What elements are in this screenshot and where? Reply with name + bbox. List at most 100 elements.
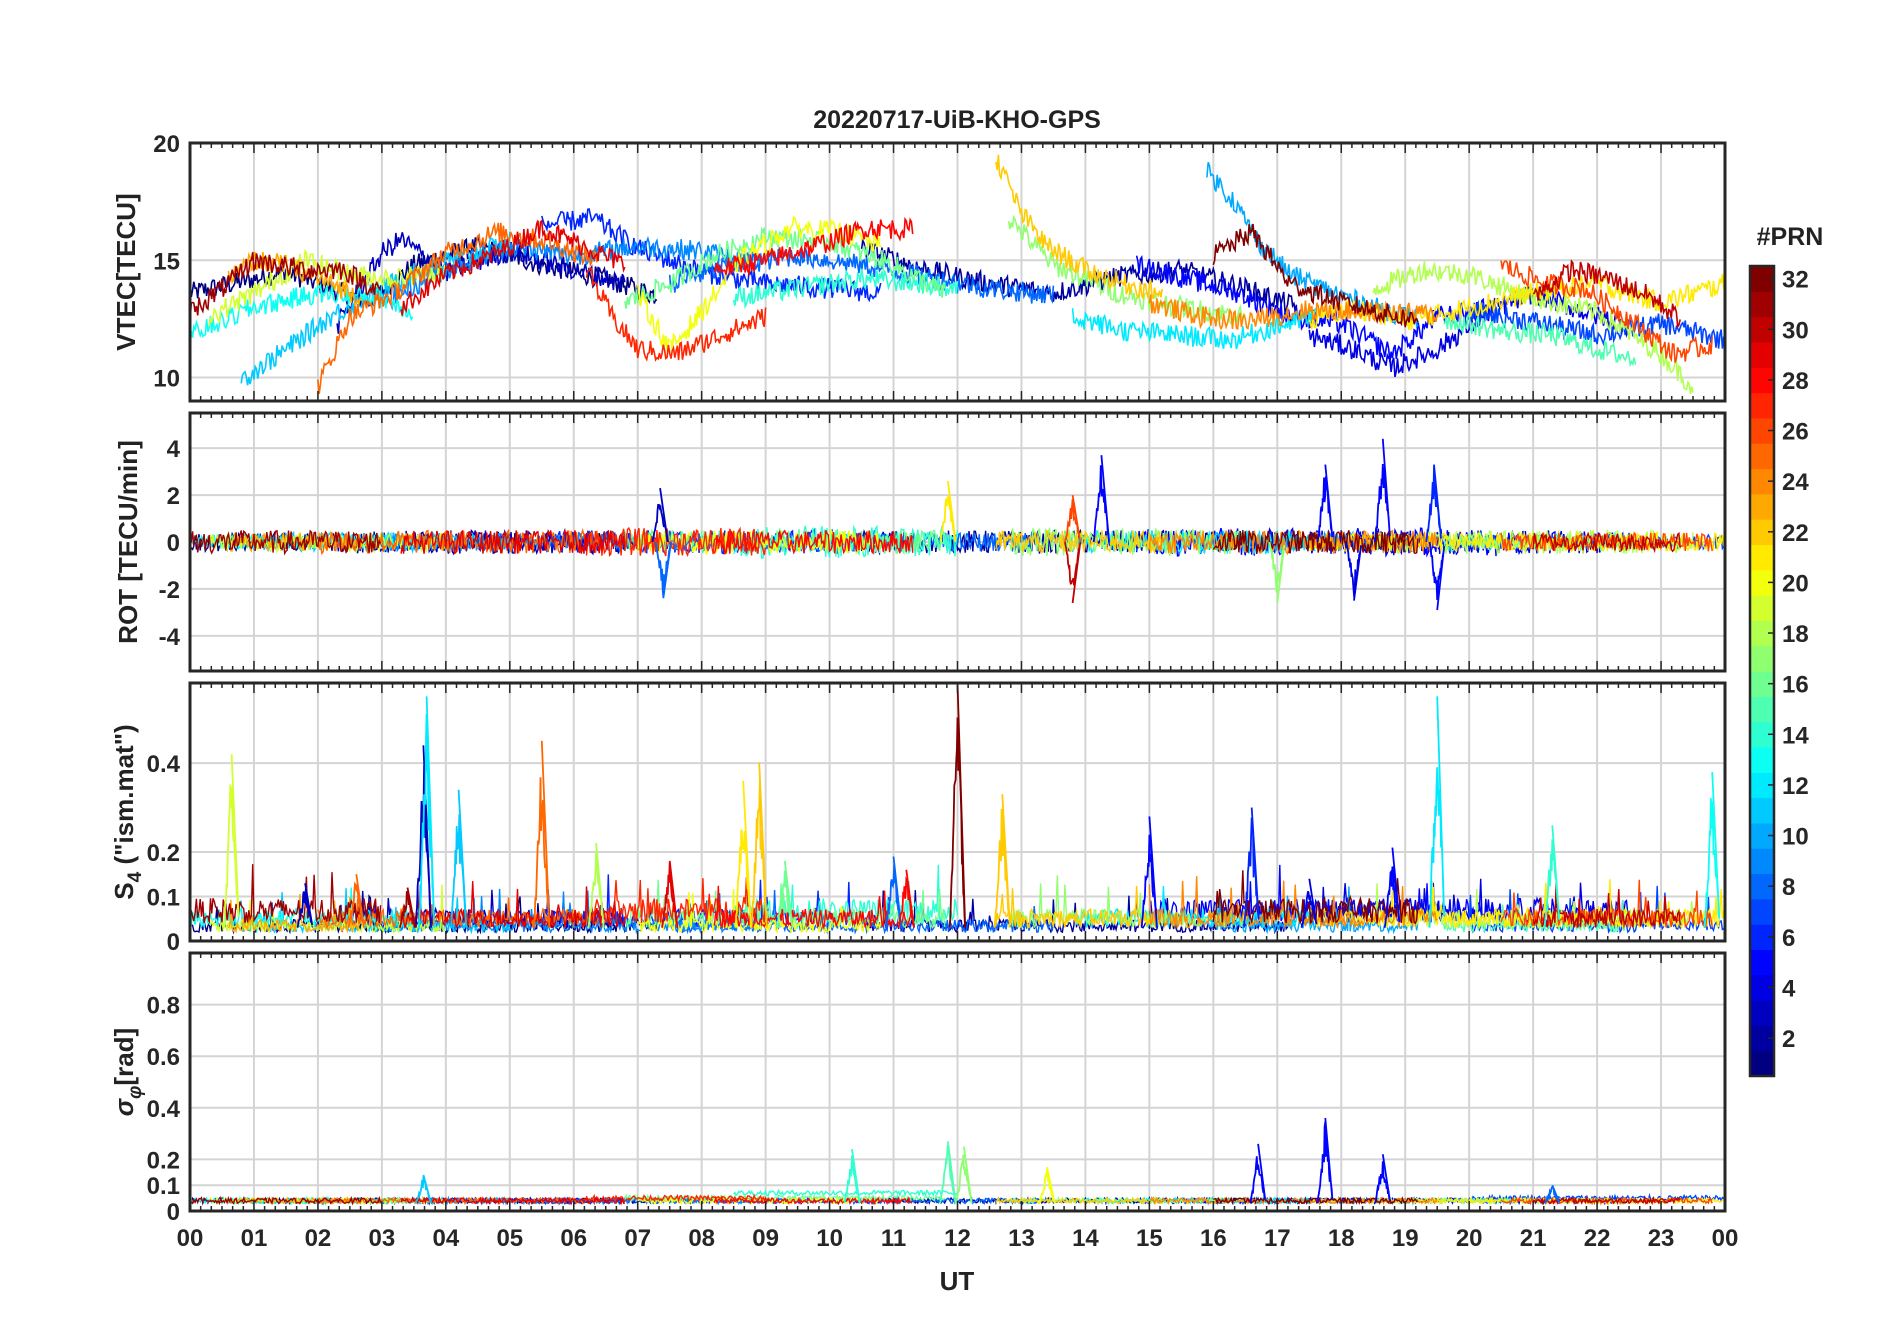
rot-spike	[1316, 464, 1334, 543]
colorbar-label: #PRN	[1757, 223, 1824, 251]
x-tick-label: 15	[1136, 1225, 1163, 1252]
colorbar-tick-label: 4	[1782, 975, 1796, 1002]
vtec-series-prn-7	[1468, 299, 1725, 349]
s4-series-prn-16	[624, 879, 946, 930]
y-tick-label: 0	[167, 530, 180, 557]
colorbar-segment	[1750, 341, 1774, 368]
colorbar-segment	[1750, 746, 1774, 773]
vtec-series-prn-15	[1443, 312, 1637, 368]
panel-vtec: 10 15 20 VTEC[TECU]	[111, 131, 1727, 403]
x-tick-label: 20	[1456, 1225, 1483, 1252]
y-tick-label: 15	[153, 248, 180, 275]
sigma-series-prn-22	[995, 1196, 1163, 1206]
y-tick-label: 0.6	[147, 1044, 180, 1071]
sigma-spike	[1038, 1166, 1056, 1204]
panel-rot-ticks	[189, 413, 1726, 671]
panel-rot-ytick-labels: -4 -2 0 2 4	[159, 436, 181, 651]
colorbar-tick-label: 22	[1782, 520, 1809, 547]
vtec-series-prn-19	[208, 248, 446, 327]
s4-spike	[347, 874, 365, 928]
vtec-series-prn-18	[1372, 261, 1694, 395]
x-tick-label: 05	[496, 1225, 523, 1252]
sigma-spike	[414, 1174, 432, 1204]
panel-sigma-grid	[189, 953, 1726, 1212]
panel-rot-ylabel: ROT [TECU/min]	[113, 440, 143, 644]
colorbar-tick-label: 24	[1782, 469, 1809, 496]
s4-spike	[414, 745, 432, 928]
colorbar-segment	[1750, 291, 1774, 318]
s4-spike	[661, 860, 679, 928]
x-tick-label: 17	[1264, 1225, 1291, 1252]
rot-spike	[1092, 455, 1110, 543]
vtec-series-prn-31	[190, 252, 382, 322]
colorbar-tick-label: 8	[1782, 874, 1795, 901]
s4-spike	[897, 869, 915, 928]
colorbar-segment	[1750, 392, 1774, 419]
s4-ylabel-rest: ("ism.mat")	[109, 724, 139, 871]
sigma-spike	[1543, 1184, 1561, 1204]
x-tick-label: 04	[432, 1225, 459, 1252]
s4-ylabel-sub: 4	[125, 871, 146, 882]
colorbar-segment	[1750, 848, 1774, 875]
colorbar-frame	[1748, 264, 1776, 1078]
s4-series-prn-22	[995, 885, 1163, 929]
s4-spike	[734, 780, 752, 928]
x-tick-label: 14	[1072, 1225, 1099, 1252]
panel-s4-ytick-labels: 0 0.1 0.2 0.4	[147, 751, 181, 956]
colorbar-tick-label: 10	[1782, 824, 1809, 851]
sigma-series-prn-31	[190, 1195, 382, 1206]
vtec-series-prn-25	[317, 221, 601, 394]
y-tick-label: 0.2	[147, 1147, 180, 1174]
x-tick-label: 23	[1648, 1225, 1675, 1252]
x-tick-label: 07	[624, 1225, 651, 1252]
s4-spike	[1383, 847, 1401, 928]
rot-spike	[1064, 494, 1082, 543]
panel-vtec-ticks	[189, 143, 1726, 401]
s4-spike	[398, 887, 416, 928]
colorbar-segment	[1750, 1050, 1774, 1077]
colorbar-tick-label: 18	[1782, 621, 1809, 648]
panel-sigma: 00.10.2 0.4 0.6 0.8 σφ[rad]	[109, 951, 1727, 1226]
vtec-series-prn-27	[585, 266, 767, 362]
colorbar-segment	[1750, 595, 1774, 621]
x-tick-label: 09	[752, 1225, 779, 1252]
vtec-series-prn-17	[1007, 214, 1246, 325]
s4-series-prn-30	[1532, 883, 1681, 928]
x-tick-label: 03	[369, 1225, 396, 1252]
sigma-series-prn-30	[1532, 1195, 1681, 1206]
vtec-series-prn-22	[995, 154, 1163, 301]
s4-spike	[1300, 878, 1318, 928]
sigma-ylabel-rest: [rad]	[109, 1028, 139, 1086]
s4-spike	[223, 754, 240, 928]
vtec-series-prn-6	[541, 207, 882, 303]
x-tick-label: 18	[1328, 1225, 1355, 1252]
s4-spike	[776, 860, 794, 928]
panel-sigma-ylabel: σφ[rad]	[109, 1028, 146, 1116]
s4-spike	[948, 683, 967, 928]
colorbar-tick-label: 12	[1782, 773, 1809, 800]
s4-series-prn-23	[227, 893, 363, 934]
s4-spike	[1243, 807, 1260, 928]
y-tick-label: 0.4	[147, 1096, 181, 1123]
y-tick-label: 10	[153, 366, 180, 393]
s4-series-prn-21	[1308, 879, 1725, 930]
sigma-series-prn-29	[400, 1195, 626, 1206]
s4-series-prn-24	[1148, 876, 1438, 930]
rot-spike	[1428, 541, 1446, 611]
colorbar-segment	[1750, 797, 1774, 824]
vtec-series-prn-28	[713, 216, 914, 277]
rot-series-prn-32	[1212, 528, 1419, 555]
s4-spike	[885, 856, 903, 928]
chart-title: 20220717-UiB-KHO-GPS	[813, 106, 1101, 134]
s4-spike	[450, 789, 468, 928]
colorbar-tick-label: 30	[1782, 317, 1809, 344]
panel-sigma-ticks	[189, 953, 1726, 1211]
x-tick-label: 13	[1008, 1225, 1035, 1252]
x-tick-label: 01	[241, 1225, 268, 1252]
sigma-spike	[843, 1148, 861, 1204]
colorbar-tick-label: 6	[1782, 925, 1795, 952]
x-tick-label: 22	[1584, 1225, 1611, 1252]
x-tick-label: 21	[1520, 1225, 1547, 1252]
